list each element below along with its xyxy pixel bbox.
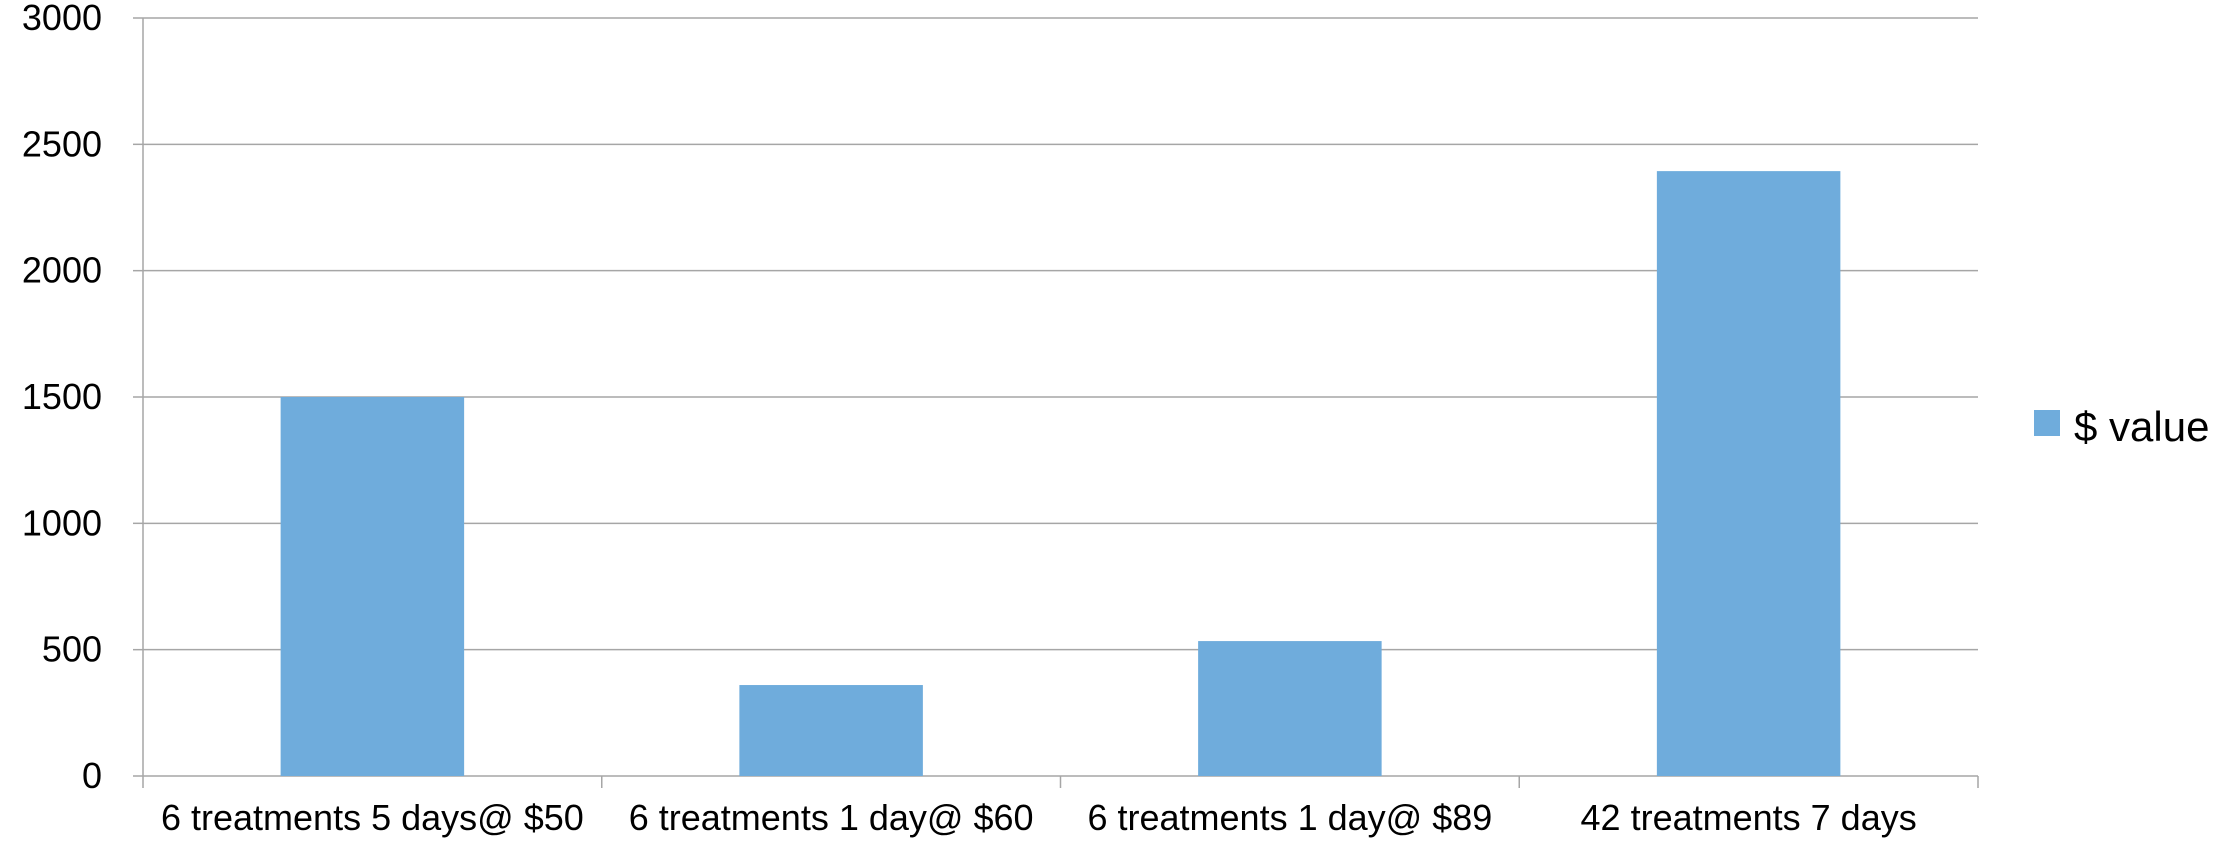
x-tick-labels: 6 treatments 5 days@ $50 6 treatments 1 d… <box>161 797 1917 838</box>
bar-1 <box>280 397 465 776</box>
y-tick-label: 0 <box>82 755 102 796</box>
bars <box>280 171 1841 777</box>
y-tick-label: 2000 <box>22 250 102 291</box>
y-tick-label: 500 <box>42 629 102 670</box>
legend-label: $ value <box>2074 403 2209 450</box>
bar-2 <box>739 685 923 776</box>
x-tick-label: 6 treatments 1 day@ $60 <box>629 797 1034 838</box>
y-tick-labels: 0 500 1000 1500 2000 2500 3000 <box>22 0 102 796</box>
y-tick-label: 2500 <box>22 123 102 164</box>
y-tick-label: 1000 <box>22 502 102 543</box>
legend: $ value <box>2034 403 2209 450</box>
y-tick-label: 3000 <box>22 0 102 38</box>
x-tick-label: 6 treatments 1 day@ $89 <box>1087 797 1492 838</box>
bar-4 <box>1656 171 1841 777</box>
x-tick-label: 42 treatments 7 days <box>1581 797 1917 838</box>
bar-3 <box>1198 641 1382 776</box>
y-tick-label: 1500 <box>22 376 102 417</box>
legend-swatch <box>2034 410 2060 436</box>
x-tick-label: 6 treatments 5 days@ $50 <box>161 797 584 838</box>
